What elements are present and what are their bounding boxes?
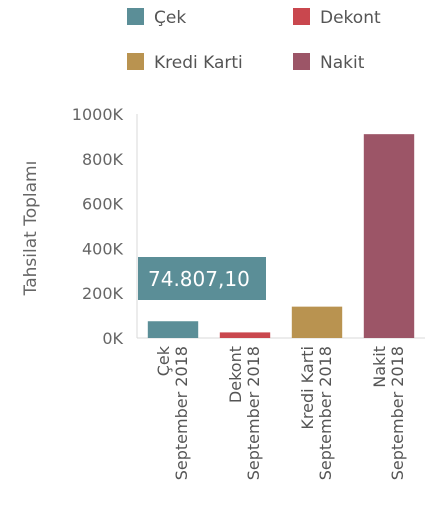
x-tick-label-kredi-karti: Kredi Karti September 2018 (298, 346, 335, 480)
y-tick-label: 400K (82, 239, 124, 258)
bars (147, 134, 415, 338)
x-axis: Çek September 2018 Dekont September 2018 Kre… (154, 345, 407, 480)
legend-label-nakit: Nakit (320, 53, 365, 73)
legend-swatch-kredi-karti (127, 53, 144, 70)
y-tick-label: 200K (82, 284, 124, 303)
x-tick-label-name: Kredi Karti (298, 346, 317, 430)
x-tick-label-name: Nakit (370, 346, 389, 388)
y-axis: 0K 200K 400K 600K 800K 1000K (72, 105, 124, 348)
legend-label-cek: Çek (154, 8, 186, 28)
tooltip-box (138, 257, 266, 300)
y-tick-label: 0K (102, 329, 123, 348)
legend-swatch-nakit (293, 53, 310, 70)
y-axis-title: Tahsilat Toplamı (21, 161, 41, 297)
legend-label-kredi-karti: Kredi Karti (154, 53, 243, 73)
y-tick-label: 800K (82, 150, 124, 169)
bar-dekont[interactable] (219, 332, 271, 338)
bar-cek[interactable] (147, 321, 199, 338)
x-tick-label-period: September 2018 (172, 346, 191, 480)
bar-nakit[interactable] (363, 134, 415, 338)
x-tick-label-period: September 2018 (316, 346, 335, 480)
legend-label-dekont: Dekont (320, 8, 381, 28)
x-tick-label-name: Dekont (226, 346, 245, 403)
y-tick-label: 600K (82, 195, 124, 214)
x-tick-label-period: September 2018 (244, 346, 263, 480)
y-tick-label: 1000K (72, 105, 124, 124)
x-tick-label-nakit: Nakit September 2018 (370, 346, 407, 480)
x-tick-label-dekont: Dekont September 2018 (226, 346, 263, 480)
legend: Çek Dekont Kredi Karti Nakit (127, 8, 381, 73)
x-tick-label-period: September 2018 (388, 346, 407, 480)
legend-swatch-cek (127, 8, 144, 25)
tooltip-value: 74.807,10 (148, 267, 250, 291)
x-tick-label-name: Çek (154, 345, 173, 376)
x-tick-label-cek: Çek September 2018 (154, 345, 191, 480)
legend-swatch-dekont (293, 8, 310, 25)
bar-kredi-karti[interactable] (291, 306, 343, 338)
value-tooltip: 74.807,10 (138, 257, 266, 300)
